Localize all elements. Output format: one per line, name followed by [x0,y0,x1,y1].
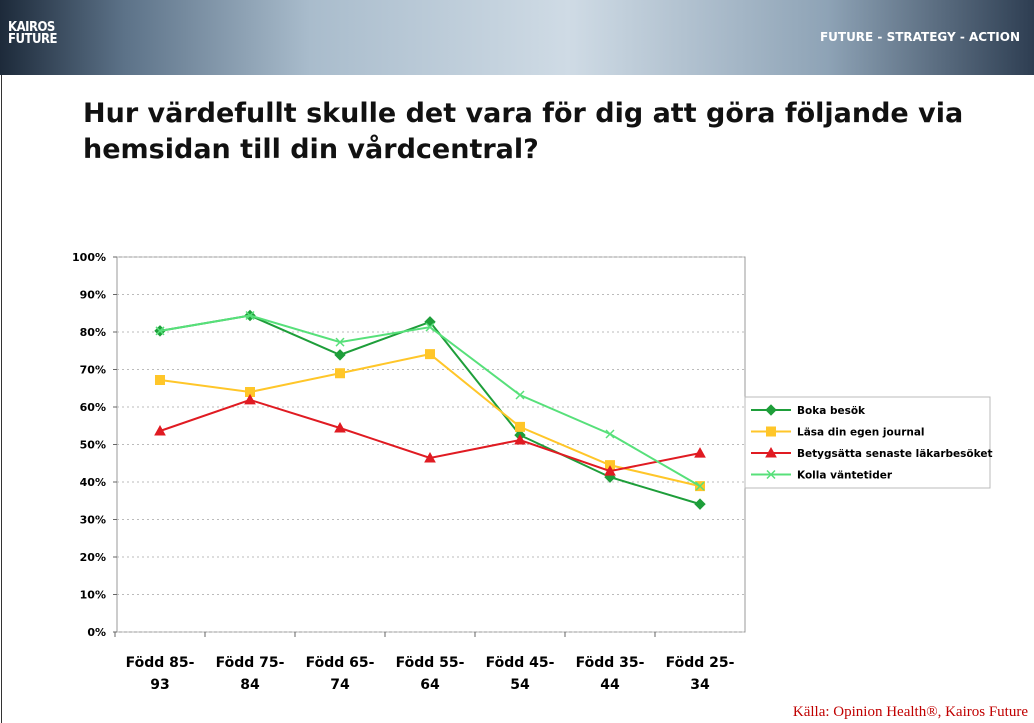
marker [766,469,776,480]
marker [694,447,706,458]
marker [514,433,526,445]
y-tick-label: 80% [80,326,106,339]
legend-label: Betygsätta senaste läkarbesöket [797,448,992,460]
marker [335,337,345,347]
marker [335,368,345,379]
x-tick-label: Född 85- 93 [125,655,195,693]
marker [334,349,346,361]
x-tick-label: Född 75- 84 [215,655,285,693]
marker [154,424,166,436]
logo: KAIROS FUTURE [8,20,57,47]
y-tick-label: 0% [87,626,106,639]
y-tick-label: 50% [80,439,106,452]
marker [425,322,435,332]
y-tick-label: 20% [80,551,106,564]
y-tick-label: 10% [80,589,106,602]
marker [604,465,616,476]
marker [765,404,777,416]
y-tick-label: 90% [80,289,106,302]
y-tick-label: 60% [80,401,106,414]
x-tick-label: Född 65- 74 [305,655,375,693]
marker [515,421,525,432]
marker [155,375,165,385]
frame-line [1,75,2,723]
slide-title: Hur värdefullt skulle det vara för dig a… [83,98,964,165]
source-note: Källa: Opinion Health®, Kairos Future [792,704,1028,720]
legend-label: Boka besök [797,405,866,417]
marker [334,421,346,433]
x-tick-label: Född 55- 64 [395,655,465,693]
y-tick-label: 40% [80,476,106,489]
marker [515,390,525,400]
marker [605,429,615,439]
y-tick-label: 30% [80,514,106,527]
marker [155,326,165,336]
marker [694,498,706,510]
marker [766,426,776,437]
legend-label: Läsa din egen journal [797,427,925,439]
x-tick-label: Född 25- 34 [665,655,735,693]
x-tick-label: Född 45- 54 [485,655,555,693]
y-tick-label: 100% [72,251,106,264]
banner: KAIROS FUTURE FUTURE - STRATEGY - ACTION [0,0,1034,75]
x-tick-label: Född 35- 44 [575,655,645,693]
tagline: FUTURE - STRATEGY - ACTION [819,30,1020,44]
marker [424,451,436,463]
legend-label: Kolla väntetider [797,470,893,482]
marker [244,393,256,405]
plot-area [116,256,746,633]
marker [425,349,435,360]
legend-box [744,396,991,489]
marker [765,446,777,458]
marker [245,310,255,321]
marker [695,481,705,491]
y-tick-label: 70% [80,364,106,377]
